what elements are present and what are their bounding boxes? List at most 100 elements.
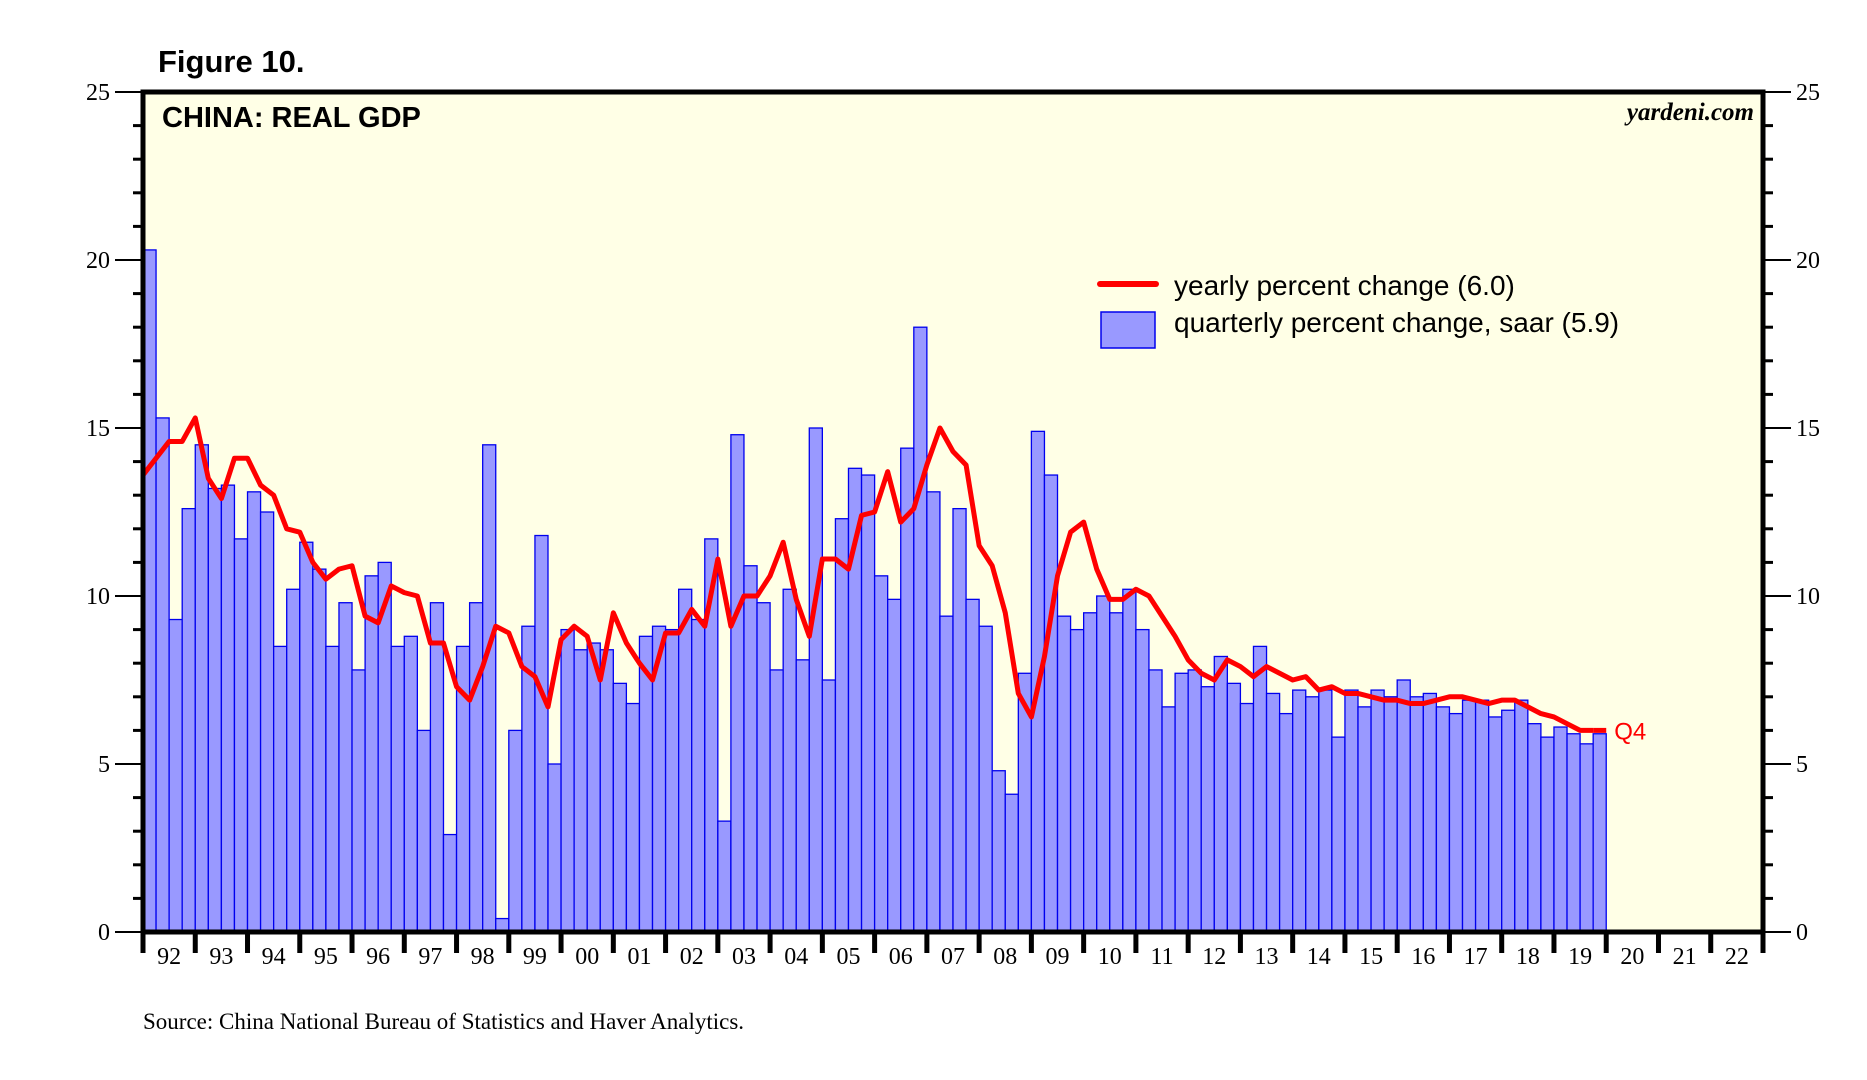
x-tick-label: 01 (627, 944, 651, 970)
bar (390, 645, 405, 933)
bar (233, 538, 249, 933)
bar (560, 628, 575, 933)
bar (599, 649, 614, 933)
bar (1109, 612, 1124, 933)
bar (272, 645, 288, 933)
bar (1213, 655, 1229, 933)
plot-frame (140, 89, 1766, 935)
bar (1096, 595, 1111, 933)
x-tick-label: 06 (889, 944, 913, 970)
x-tick-label: 99 (523, 944, 547, 970)
legend-bar-swatch (1100, 311, 1156, 349)
y-tick-label-right: 15 (1796, 416, 1820, 442)
bar (442, 833, 458, 933)
left-y-axis: 0 5 10 15 20 25 (86, 80, 143, 946)
bar (1435, 706, 1451, 933)
bar (1344, 689, 1359, 933)
right-y-axis: 0 5 10 15 20 25 (1763, 80, 1820, 946)
x-tick-label: 09 (1046, 944, 1070, 970)
bar (1069, 628, 1085, 933)
bar (286, 588, 301, 933)
y-tick-label-left: 20 (86, 248, 110, 274)
bar (926, 491, 941, 933)
bar (155, 417, 170, 933)
x-tick-label: 95 (314, 944, 338, 970)
legend: yearly percent change (6.0) quarterly pe… (1097, 270, 1619, 349)
bar (730, 434, 745, 933)
x-tick-label: 18 (1516, 944, 1540, 970)
x-tick-label: 16 (1411, 944, 1435, 970)
bar (1161, 706, 1176, 933)
bar (1579, 743, 1594, 933)
x-tick-label: 11 (1150, 944, 1173, 970)
bar (403, 635, 419, 933)
bar (1043, 474, 1059, 933)
bar (743, 565, 758, 933)
x-tick-label: 04 (784, 944, 808, 970)
bar (1252, 645, 1268, 933)
x-axis: 92 93 94 95 96 97 98 99 00 01 02 03 04 05 06 07 08 09 10 11… (140, 932, 1766, 970)
bar (1187, 669, 1202, 933)
bar (860, 474, 876, 933)
bar (1566, 733, 1581, 933)
x-tick-label: 05 (836, 944, 860, 970)
x-tick-label: 13 (1255, 944, 1279, 970)
bar (194, 444, 209, 933)
bar (416, 729, 432, 933)
bar (207, 487, 223, 933)
bar (612, 682, 628, 933)
x-tick-label: 15 (1359, 944, 1383, 970)
x-tick-label: 10 (1098, 944, 1122, 970)
bar (1331, 736, 1346, 933)
bar (1226, 682, 1242, 933)
yearly-line-series (141, 415, 1594, 733)
y-tick-label-left: 5 (98, 752, 110, 778)
bar (1004, 793, 1019, 933)
bar (691, 618, 706, 933)
bar (1527, 723, 1542, 933)
bar (1135, 628, 1150, 933)
bar (1501, 709, 1516, 933)
bar (259, 511, 275, 933)
bar (1357, 706, 1372, 933)
bar (312, 568, 327, 933)
chart-title: CHINA: REAL GDP (162, 102, 421, 134)
x-tick-label: 17 (1464, 944, 1488, 970)
x-tick-label: 92 (157, 944, 181, 970)
x-tick-label: 14 (1307, 944, 1331, 970)
bar (1122, 588, 1137, 933)
bar (1396, 679, 1411, 933)
bar (1278, 712, 1294, 933)
bar (913, 326, 928, 933)
bar (625, 702, 641, 933)
x-tick-label: 03 (732, 944, 756, 970)
figure-label: Figure 10. (158, 44, 304, 79)
bar (1488, 716, 1503, 933)
y-tick-label-left: 25 (86, 80, 110, 106)
end-period-label: Q4 (1614, 718, 1646, 745)
bar (1318, 689, 1333, 933)
bar (1265, 692, 1281, 933)
bar (181, 507, 196, 933)
bar (1200, 686, 1215, 933)
bar (991, 770, 1006, 933)
y-tick-label-left: 15 (86, 416, 110, 442)
bar (246, 491, 262, 933)
x-tick-label: 19 (1568, 944, 1592, 970)
x-tick-label: 08 (993, 944, 1017, 970)
bar (769, 669, 784, 933)
x-tick-label: 21 (1673, 944, 1697, 970)
bar (1239, 702, 1255, 933)
legend-quarterly-label: quarterly percent change, saar (5.9) (1174, 307, 1619, 338)
bar (678, 588, 693, 933)
bar (547, 763, 562, 933)
bar (1292, 689, 1307, 933)
bar (1148, 669, 1163, 933)
bar (508, 729, 523, 933)
bar (1305, 696, 1320, 933)
bar (338, 602, 353, 933)
y-tick-label-left: 0 (98, 920, 110, 946)
bar (1422, 692, 1438, 933)
bar (834, 518, 850, 933)
